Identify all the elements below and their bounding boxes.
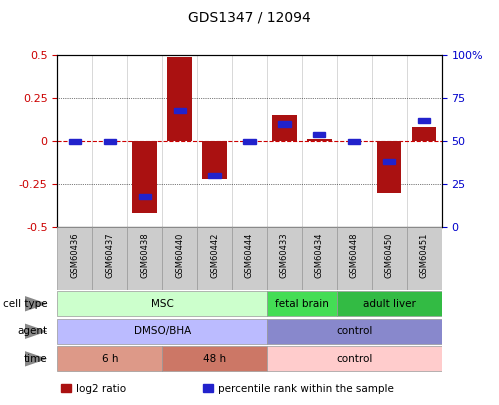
Bar [132,141,157,213]
Bar [302,227,337,290]
Bar [162,227,197,290]
Text: GSM60434: GSM60434 [315,232,324,278]
Bar [267,346,442,371]
Bar [167,57,192,141]
Bar [383,159,395,164]
Bar [418,118,430,123]
Text: fetal brain: fetal brain [275,299,329,309]
Text: DMSO/BHA: DMSO/BHA [134,326,191,336]
Text: log2 ratio: log2 ratio [76,384,126,394]
Bar [204,384,213,392]
Bar [174,108,186,113]
Bar [412,127,436,141]
Text: GSM60448: GSM60448 [350,232,359,278]
Text: GSM60436: GSM60436 [70,232,79,278]
Text: control: control [336,354,372,364]
Bar [313,132,325,137]
Text: GSM60442: GSM60442 [210,232,219,277]
Bar [127,227,162,290]
Text: GDS1347 / 12094: GDS1347 / 12094 [188,10,311,24]
Text: GSM60433: GSM60433 [280,232,289,278]
Bar [61,384,71,392]
Bar [57,319,267,344]
Text: GSM60451: GSM60451 [420,232,429,277]
Polygon shape [25,324,47,339]
Bar [337,227,372,290]
Bar [162,346,267,371]
Bar [244,139,255,144]
Bar [278,122,290,126]
Bar [209,173,221,178]
Bar [69,139,81,144]
Text: 48 h: 48 h [203,354,226,364]
Bar [307,139,331,141]
Bar [407,227,442,290]
Text: MSC: MSC [151,299,174,309]
Bar [104,139,116,144]
Bar [348,139,360,144]
Text: GSM60438: GSM60438 [140,232,149,278]
Bar [267,319,442,344]
Text: GSM60450: GSM60450 [385,232,394,277]
Text: adult liver: adult liver [363,299,416,309]
Bar [267,291,337,316]
Polygon shape [25,351,47,367]
Text: agent: agent [17,326,47,336]
Text: cell type: cell type [3,299,47,309]
Text: percentile rank within the sample: percentile rank within the sample [218,384,394,394]
Bar [57,227,92,290]
Text: control: control [336,326,372,336]
Bar [57,291,267,316]
Bar [57,346,162,371]
Bar [372,227,407,290]
Bar [197,227,232,290]
Bar [232,227,267,290]
Bar [92,227,127,290]
Bar [139,194,151,199]
Bar [377,141,401,193]
Bar [267,227,302,290]
Text: GSM60440: GSM60440 [175,232,184,277]
Text: GSM60444: GSM60444 [245,232,254,277]
Bar [272,115,296,141]
Bar [337,291,442,316]
Text: time: time [24,354,47,364]
Bar [203,141,227,179]
Polygon shape [25,296,47,311]
Text: GSM60437: GSM60437 [105,232,114,278]
Text: 6 h: 6 h [101,354,118,364]
